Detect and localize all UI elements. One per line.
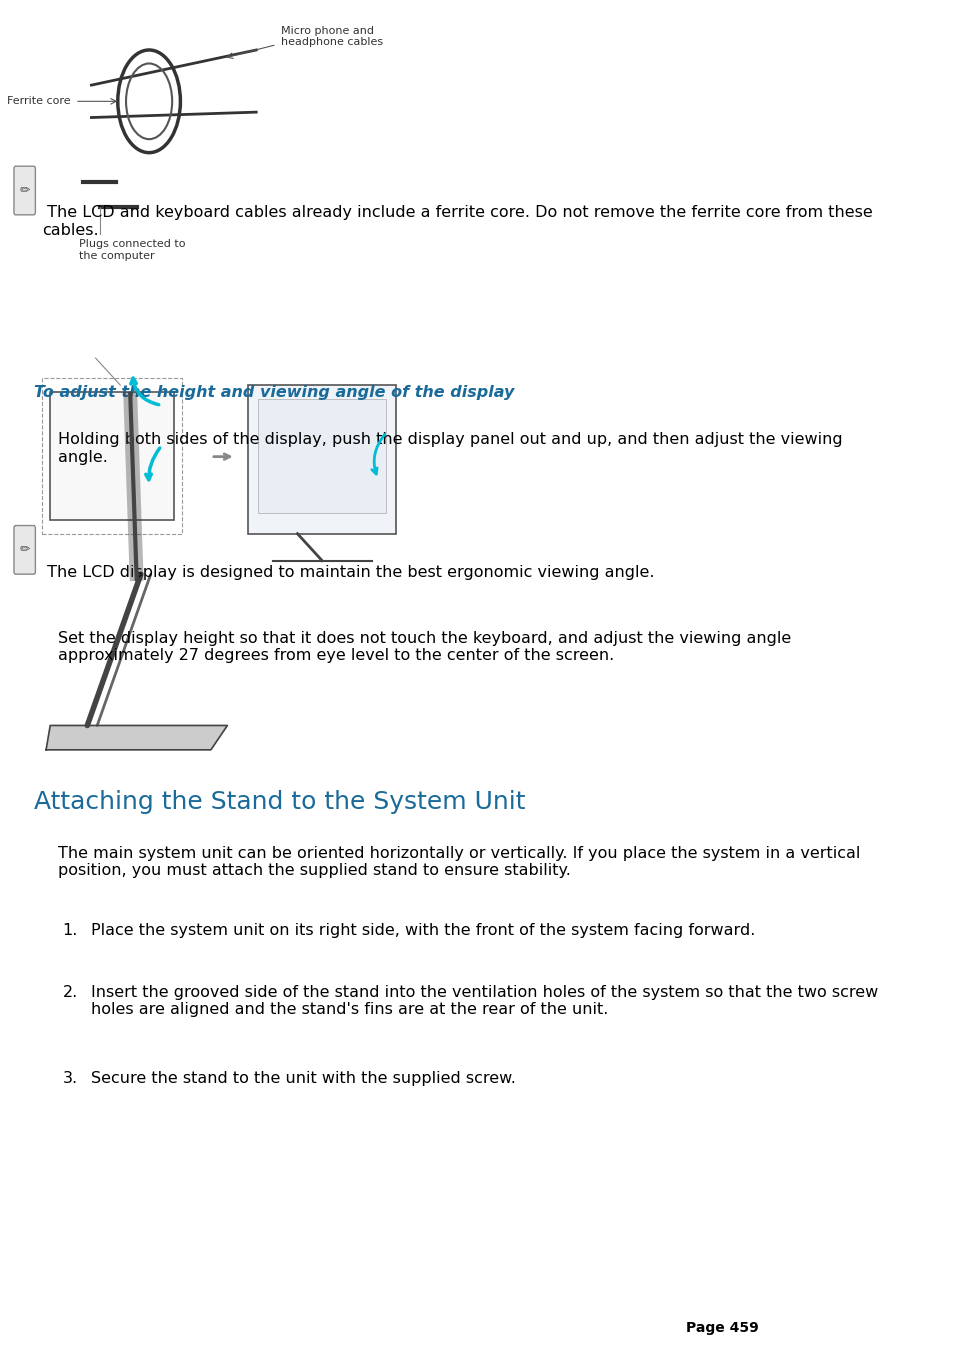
Text: Insert the grooved side of the stand into the ventilation holes of the system so: Insert the grooved side of the stand int… xyxy=(91,985,878,1017)
Polygon shape xyxy=(46,725,227,750)
Text: To adjust the height and viewing angle of the display: To adjust the height and viewing angle o… xyxy=(33,385,514,400)
FancyBboxPatch shape xyxy=(248,385,395,534)
Text: 1.: 1. xyxy=(63,923,78,938)
Text: Set the display height so that it does not touch the keyboard, and adjust the vi: Set the display height so that it does n… xyxy=(58,631,791,663)
Text: The LCD display is designed to maintain the best ergonomic viewing angle.: The LCD display is designed to maintain … xyxy=(42,565,654,580)
FancyBboxPatch shape xyxy=(257,399,385,513)
Text: Micro phone and
headphone cables: Micro phone and headphone cables xyxy=(280,26,383,47)
Text: Secure the stand to the unit with the supplied screw.: Secure the stand to the unit with the su… xyxy=(91,1071,516,1086)
Text: The LCD and keyboard cables already include a ferrite core. Do not remove the fe: The LCD and keyboard cables already incl… xyxy=(42,205,872,238)
Text: Attaching the Stand to the System Unit: Attaching the Stand to the System Unit xyxy=(33,790,525,815)
Text: ✏: ✏ xyxy=(19,543,30,557)
Text: ✏: ✏ xyxy=(19,184,30,197)
Text: 3.: 3. xyxy=(63,1071,77,1086)
FancyBboxPatch shape xyxy=(14,526,35,574)
FancyBboxPatch shape xyxy=(14,166,35,215)
Text: 2.: 2. xyxy=(63,985,78,1000)
Text: Page 459: Page 459 xyxy=(685,1321,758,1335)
Text: Holding both sides of the display, push the display panel out and up, and then a: Holding both sides of the display, push … xyxy=(58,432,842,465)
Text: Plugs connected to
the computer: Plugs connected to the computer xyxy=(79,239,186,261)
Text: The main system unit can be oriented horizontally or vertically. If you place th: The main system unit can be oriented hor… xyxy=(58,846,860,878)
Text: Place the system unit on its right side, with the front of the system facing for: Place the system unit on its right side,… xyxy=(91,923,755,938)
FancyBboxPatch shape xyxy=(51,392,173,520)
Text: Ferrite core: Ferrite core xyxy=(8,96,71,107)
